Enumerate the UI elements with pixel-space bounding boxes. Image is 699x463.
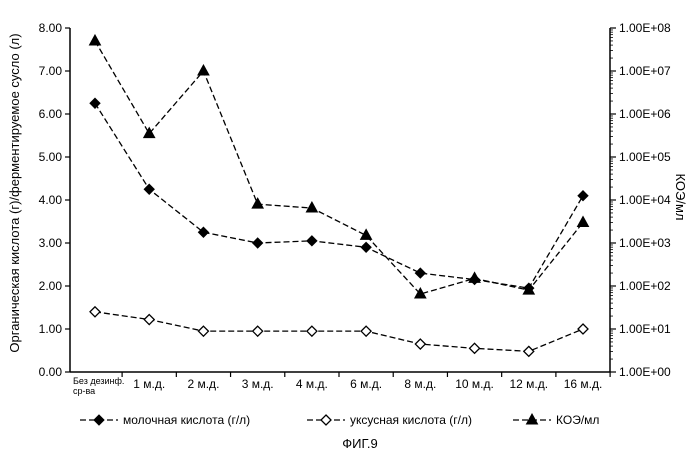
data-point (578, 191, 588, 201)
left-tick-label: 0.00 (39, 365, 63, 379)
right-tick-label: 1.00E+04 (619, 193, 671, 207)
data-point (252, 198, 263, 208)
left-tick-label: 1.00 (39, 322, 63, 336)
legend-marker (527, 414, 538, 424)
x-tick-label: 6 м.д. (350, 377, 382, 391)
x-tick-label: 3 м.д. (242, 377, 274, 391)
cfu-series (90, 35, 589, 298)
figure-label: ФИГ.9 (342, 436, 378, 451)
acetic-acid-series (90, 307, 588, 357)
legend-item: КОЭ/мл (513, 413, 599, 427)
data-point (90, 307, 100, 317)
x-tick-label: 1 м.д. (133, 377, 165, 391)
data-point (90, 35, 101, 45)
x-tick-label: 16 м.д. (564, 377, 603, 391)
legend: молочная кислота (г/л) уксусная кислота (… (80, 413, 599, 427)
left-tick-label: 5.00 (39, 150, 63, 164)
data-point (524, 346, 534, 356)
legend-label: КОЭ/мл (556, 413, 599, 427)
right-axis-ticks: 1.00E+00 1.00E+01 1.00E+02 1.00E+03 1.00E+04… (610, 21, 671, 379)
series-layer (90, 35, 589, 356)
data-point (307, 326, 317, 336)
x-tick-label: 8 м.д. (404, 377, 436, 391)
x-tick-label: 2 м.д. (187, 377, 219, 391)
series-line (95, 103, 583, 288)
data-point (470, 343, 480, 353)
x-axis-ticks: Без дезинф.ср-ва 1 м.д. 2 м.д. 3 м.д. 4 м.д.… (73, 372, 610, 396)
left-tick-label: 3.00 (39, 236, 63, 250)
left-tick-label: 8.00 (39, 21, 63, 35)
right-tick-label: 1.00E+07 (619, 64, 671, 78)
data-point (361, 326, 371, 336)
x-tick-label: 4 м.д. (296, 377, 328, 391)
x-tick-label: Без дезинф.ср-ва (73, 376, 124, 396)
data-point (144, 315, 154, 325)
right-tick-label: 1.00E+05 (619, 150, 671, 164)
left-axis-label: Органическая кислота (г)/ферментируемое … (7, 33, 22, 352)
series-line (95, 41, 583, 294)
data-point (415, 339, 425, 349)
right-tick-label: 1.00E+08 (619, 21, 671, 35)
left-tick-label: 7.00 (39, 64, 63, 78)
right-tick-label: 1.00E+02 (619, 279, 671, 293)
data-point (469, 272, 480, 282)
right-tick-label: 1.00E+00 (619, 365, 671, 379)
legend-item: молочная кислота (г/л) (80, 413, 250, 427)
left-axis-ticks: 0.00 1.00 2.00 3.00 4.00 5.00 6.00 7.00 8.00 (39, 21, 70, 379)
legend-marker (321, 415, 331, 425)
data-point (198, 65, 209, 75)
data-point (578, 324, 588, 334)
data-point (578, 216, 589, 226)
right-axis-label: КОЭ/мл (673, 173, 688, 220)
right-tick-label: 1.00E+01 (619, 322, 671, 336)
data-point (253, 326, 263, 336)
x-tick-label: 10 м.д. (455, 377, 494, 391)
legend-item: уксусная кислота (г/л) (307, 413, 472, 427)
left-tick-label: 6.00 (39, 107, 63, 121)
data-point (415, 268, 425, 278)
data-point (253, 238, 263, 248)
right-tick-label: 1.00E+06 (619, 107, 671, 121)
lactic-acid-series (90, 98, 588, 293)
legend-label: уксусная кислота (г/л) (350, 413, 472, 427)
left-tick-label: 2.00 (39, 279, 63, 293)
data-point (306, 202, 317, 212)
right-tick-label: 1.00E+03 (619, 236, 671, 250)
data-point (198, 326, 208, 336)
data-point (361, 229, 372, 239)
data-point (361, 242, 371, 252)
data-point (144, 184, 154, 194)
left-tick-label: 4.00 (39, 193, 63, 207)
data-point (307, 236, 317, 246)
legend-marker (94, 415, 104, 425)
legend-label: молочная кислота (г/л) (123, 413, 250, 427)
x-tick-label: 12 м.д. (509, 377, 548, 391)
series-line (95, 312, 583, 352)
data-point (90, 98, 100, 108)
